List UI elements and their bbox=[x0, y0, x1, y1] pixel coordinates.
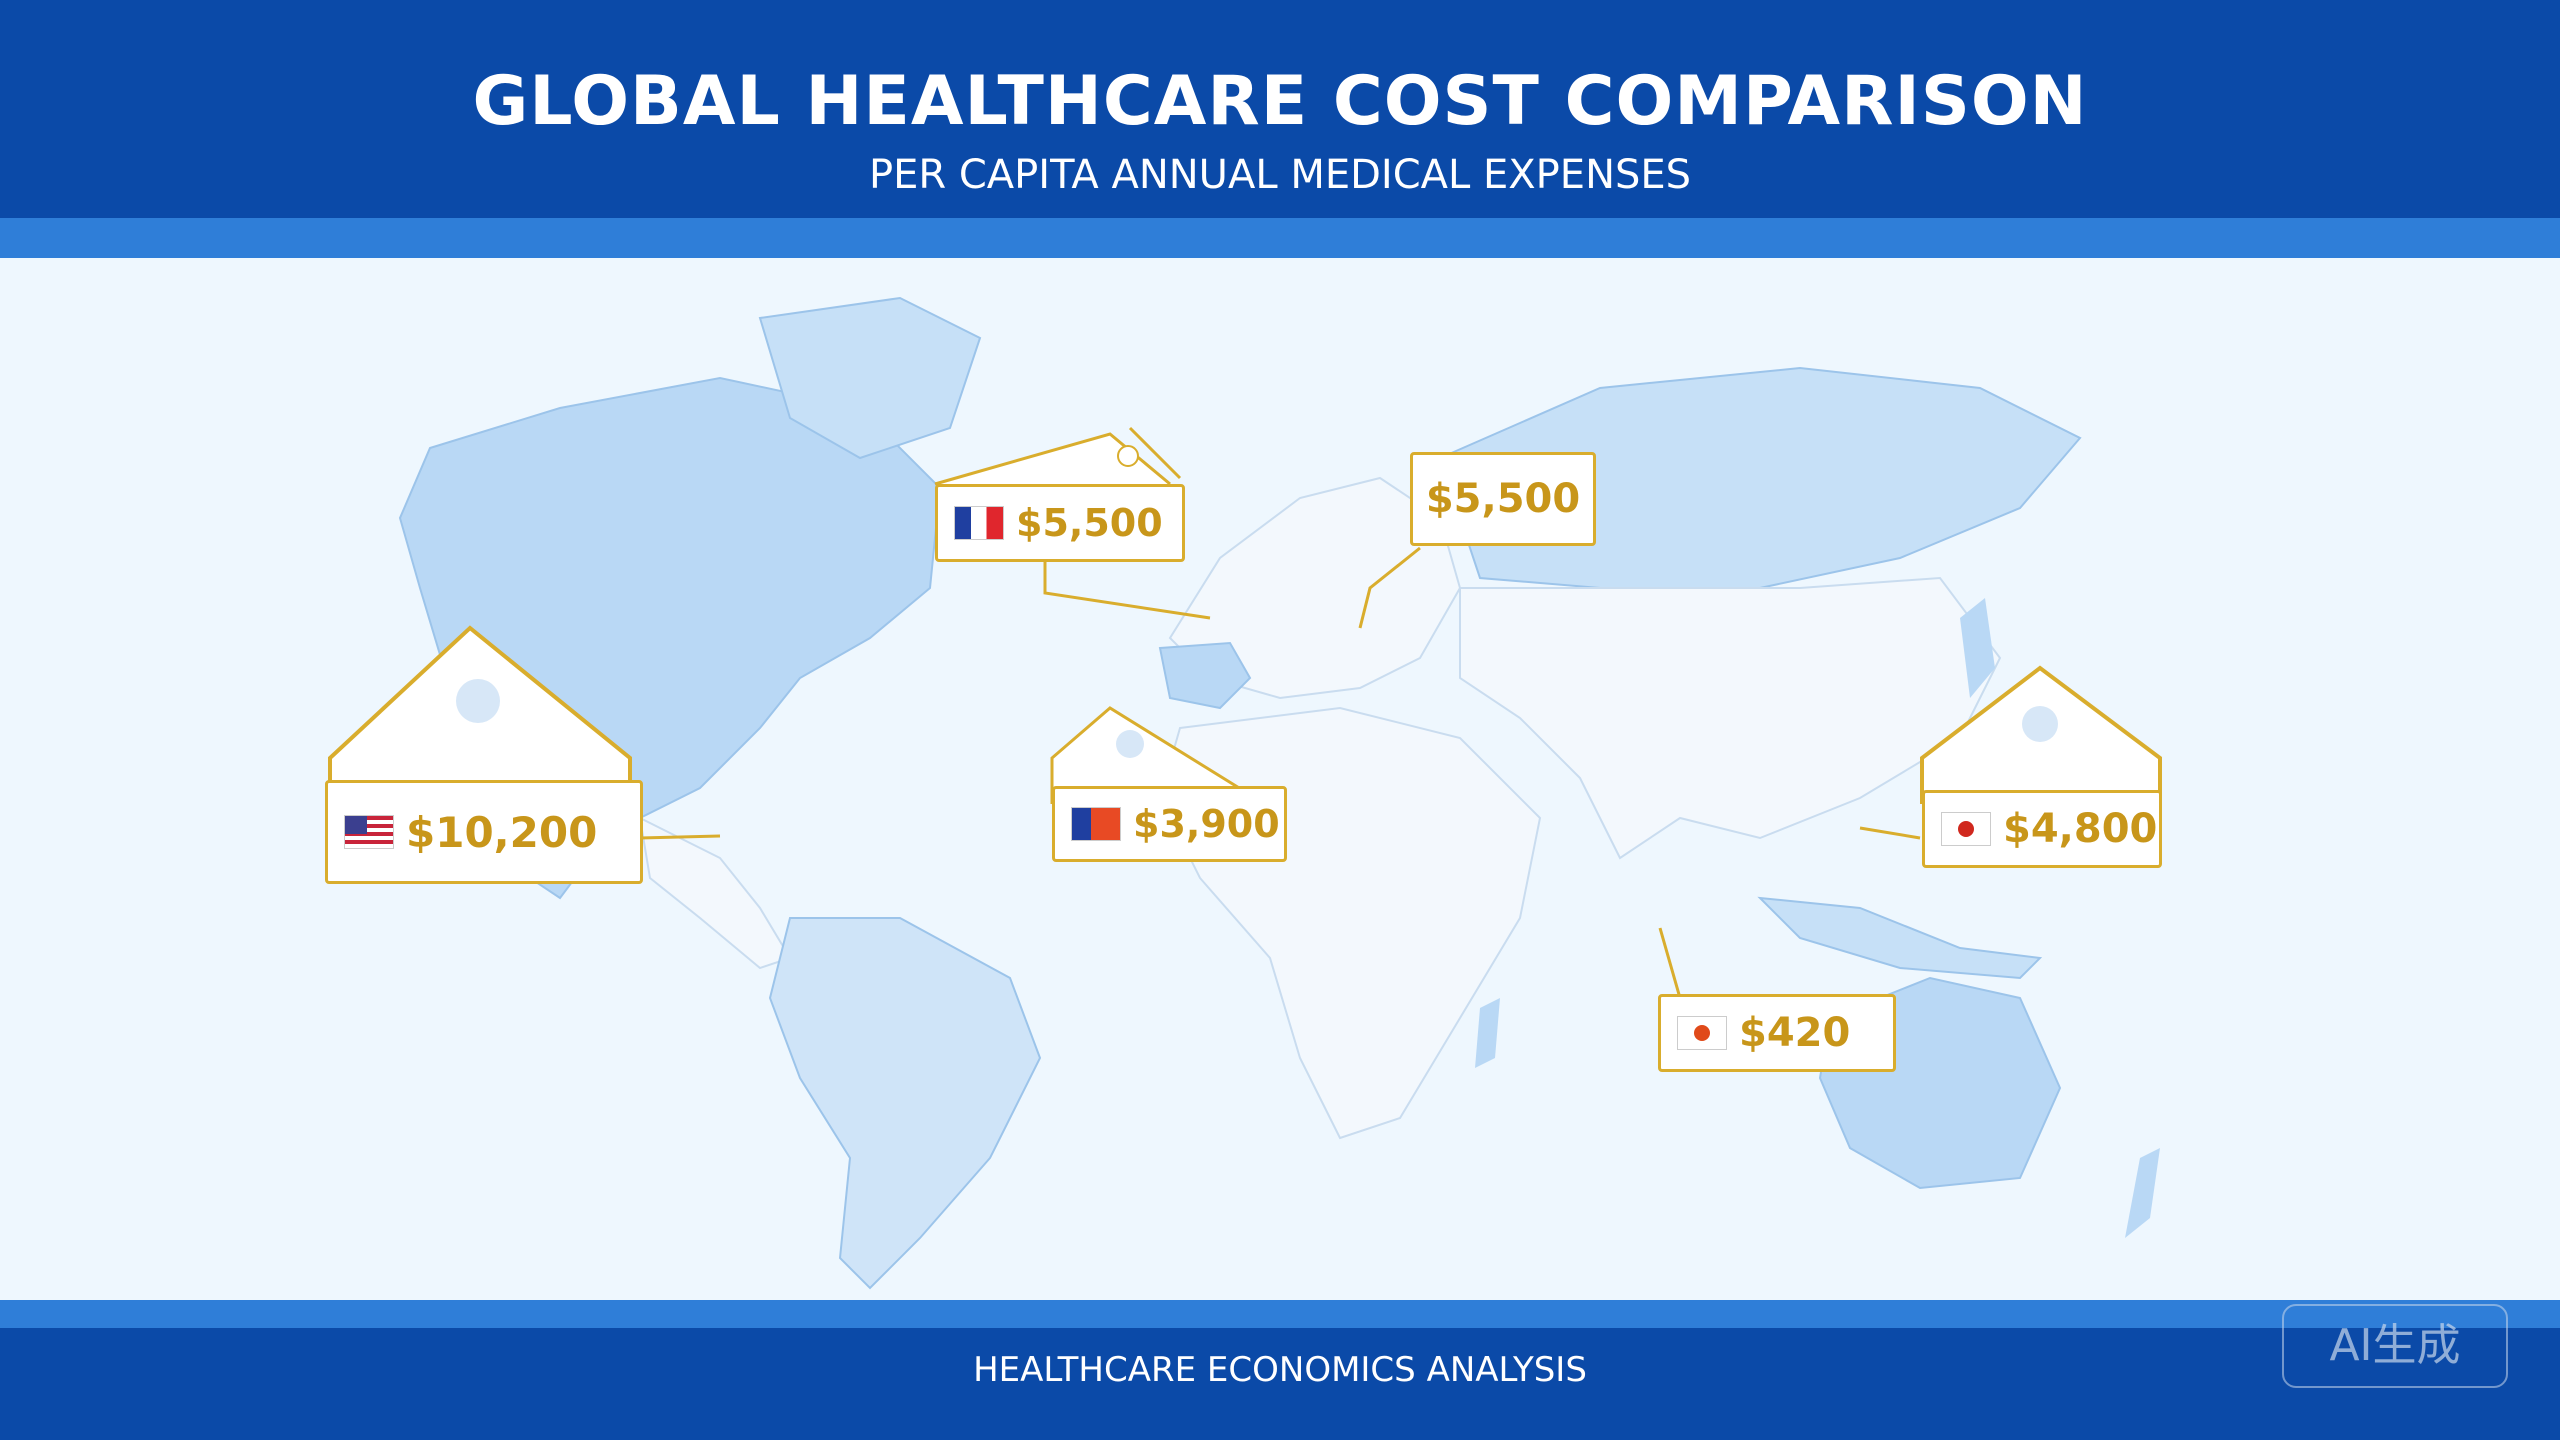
callout-pointers bbox=[639, 426, 1921, 999]
indonesia-land bbox=[1757, 896, 2043, 980]
page-title: GLOBAL HEALTHCARE COST COMPARISON bbox=[472, 62, 2088, 141]
south-asia-pointer bbox=[1658, 927, 1682, 999]
iberia-land bbox=[1158, 641, 1252, 710]
france-tag-hole bbox=[1117, 445, 1139, 467]
header-bar bbox=[0, 0, 2560, 218]
europe-east-pointer bbox=[1358, 546, 1421, 629]
africa-pointer bbox=[1128, 426, 1182, 480]
asia-east-cost-label[interactable]: $4,800 bbox=[1922, 790, 2162, 868]
france-flag-icon bbox=[954, 506, 1004, 540]
central-america-land bbox=[638, 816, 792, 970]
asia-east-pointer bbox=[1859, 826, 1921, 840]
japan-land bbox=[1960, 598, 1995, 698]
europe-east-cost-value: $5,500 bbox=[1425, 476, 1581, 522]
france-cost-value: $5,500 bbox=[1016, 501, 1163, 545]
greenland-land bbox=[758, 296, 982, 460]
madagascar-land bbox=[1475, 998, 1500, 1068]
south-asia-cost-value: $420 bbox=[1739, 1010, 1851, 1056]
us-flag-icon bbox=[344, 815, 394, 849]
europe-east-cost-label[interactable]: $5,500 bbox=[1410, 452, 1596, 546]
africa-land bbox=[1158, 706, 1542, 1140]
flag-icon bbox=[1071, 807, 1121, 841]
japan-flag-icon bbox=[1941, 812, 1991, 846]
footer-text: HEALTHCARE ECONOMICS ANALYSIS bbox=[973, 1350, 1587, 1390]
russia-land bbox=[1438, 366, 2082, 589]
footer-accent-band bbox=[0, 1300, 2560, 1328]
south-america-land bbox=[768, 917, 1042, 1290]
asia-east-tag-hole bbox=[2022, 706, 2058, 742]
africa-cost-value: $3,900 bbox=[1133, 802, 1280, 846]
new-zealand-land bbox=[2125, 1148, 2160, 1238]
usa-pointer bbox=[639, 834, 721, 840]
africa-tag-shape bbox=[1050, 706, 1266, 806]
footer-bar bbox=[0, 1328, 2560, 1440]
asia-land bbox=[1459, 576, 2002, 860]
flag-icon bbox=[1677, 1016, 1727, 1050]
usa-tag-hole bbox=[456, 679, 500, 723]
usa-cost-label[interactable]: $10,200 bbox=[325, 780, 643, 884]
south-asia-cost-label[interactable]: $420 bbox=[1658, 994, 1896, 1072]
world-map-graphic bbox=[328, 296, 2162, 1290]
usa-cost-value: $10,200 bbox=[406, 807, 598, 857]
france-cost-label[interactable]: $5,500 bbox=[935, 484, 1185, 562]
france-tag-shape bbox=[934, 432, 1171, 486]
world-map bbox=[0, 258, 2560, 1300]
africa-tag-hole bbox=[1116, 730, 1144, 758]
asia-east-cost-value: $4,800 bbox=[2003, 806, 2158, 852]
africa-cost-label[interactable]: $3,900 bbox=[1052, 786, 1287, 862]
ai-generated-watermark: AI生成 bbox=[2282, 1304, 2508, 1388]
france-pointer bbox=[1043, 548, 1211, 620]
page-subtitle: PER CAPITA ANNUAL MEDICAL EXPENSES bbox=[868, 152, 1692, 198]
header-accent-band bbox=[0, 218, 2560, 258]
